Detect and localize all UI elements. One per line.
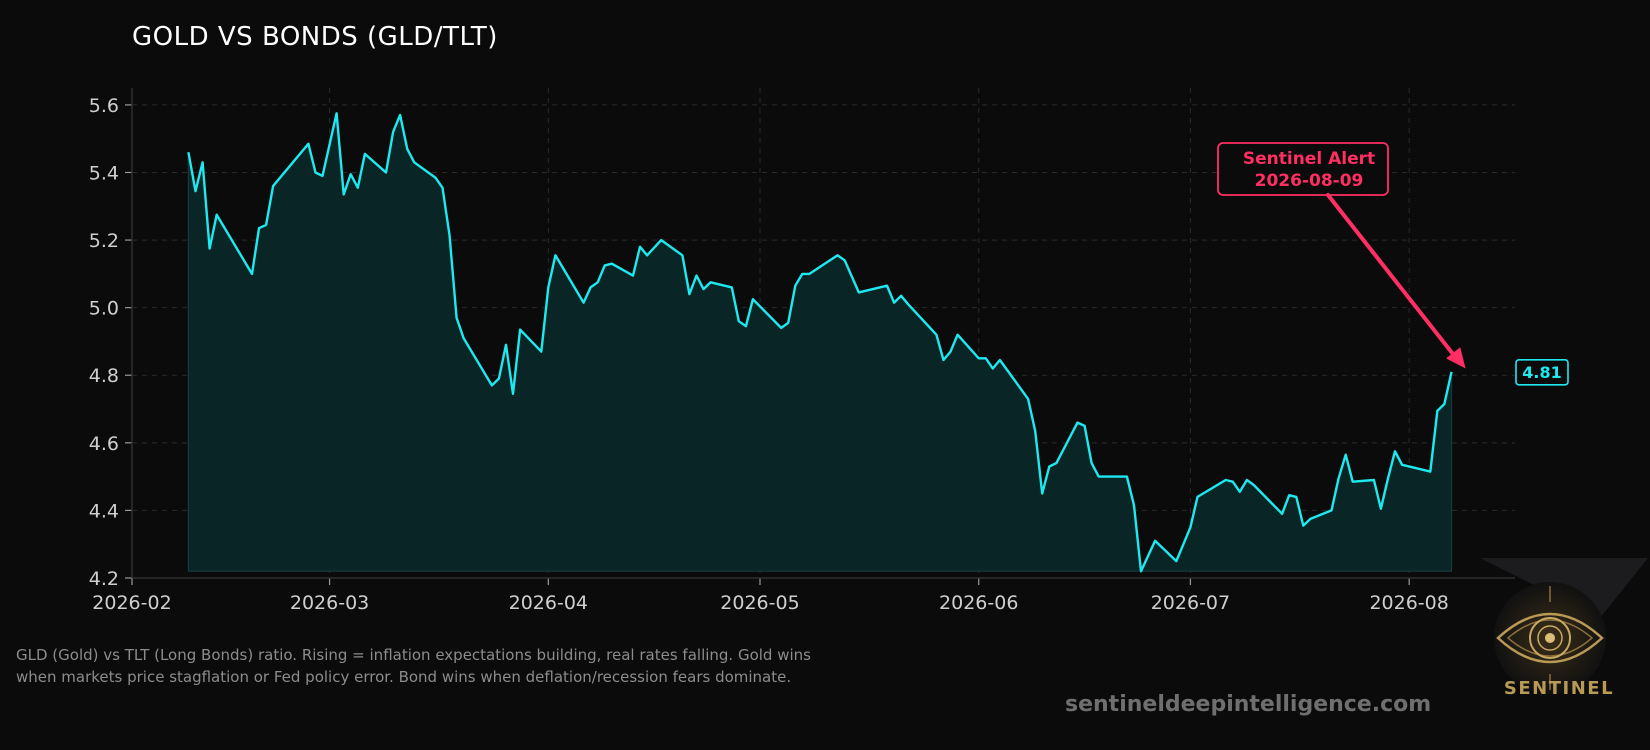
y-tick-label: 5.4: [89, 162, 119, 184]
y-tick-label: 4.4: [89, 500, 119, 522]
x-tick-label: 2026-02: [92, 592, 171, 614]
x-tick-label: 2026-05: [720, 592, 799, 614]
alert-arrow: [1326, 193, 1462, 365]
logo-wordmark: SENTINEL: [1503, 678, 1615, 699]
last-value-label: 4.81: [1522, 363, 1561, 382]
chart-title: GOLD VS BONDS (GLD/TLT): [132, 22, 498, 52]
y-tick-label: 4.8: [89, 365, 119, 387]
y-tick-label: 5.2: [89, 230, 119, 252]
sentinel-logo: [1480, 558, 1648, 694]
x-tick-label: 2026-08: [1369, 592, 1448, 614]
chart-axes: 4.2 4.4 4.6 4.8 5.0 5.2 5.4 5.6 2026-02 2026-03 20…: [89, 88, 1515, 614]
chart-series-line: [187, 112, 1453, 573]
x-tick-label: 2026-04: [509, 592, 588, 614]
x-tick-label: 2026-07: [1151, 592, 1230, 614]
alert-label: Sentinel Alert: [1243, 149, 1375, 169]
alert-box: [1217, 142, 1389, 196]
y-tick-label: 4.6: [89, 433, 119, 455]
last-value-box: [1515, 359, 1569, 386]
alert-arrowhead: [1446, 347, 1466, 369]
x-tick-label: 2026-06: [939, 592, 1018, 614]
site-url[interactable]: sentineldeepintelligence.com: [1065, 692, 1432, 717]
y-tick-label: 4.2: [89, 568, 119, 590]
y-tick-label: 5.6: [89, 95, 119, 117]
chart-caption: GLD (Gold) vs TLT (Long Bonds) ratio. Ri…: [16, 646, 811, 686]
alert-label: 2026-08-09: [1255, 171, 1364, 191]
x-tick-label: 2026-03: [290, 592, 369, 614]
y-tick-label: 5.0: [89, 298, 119, 320]
